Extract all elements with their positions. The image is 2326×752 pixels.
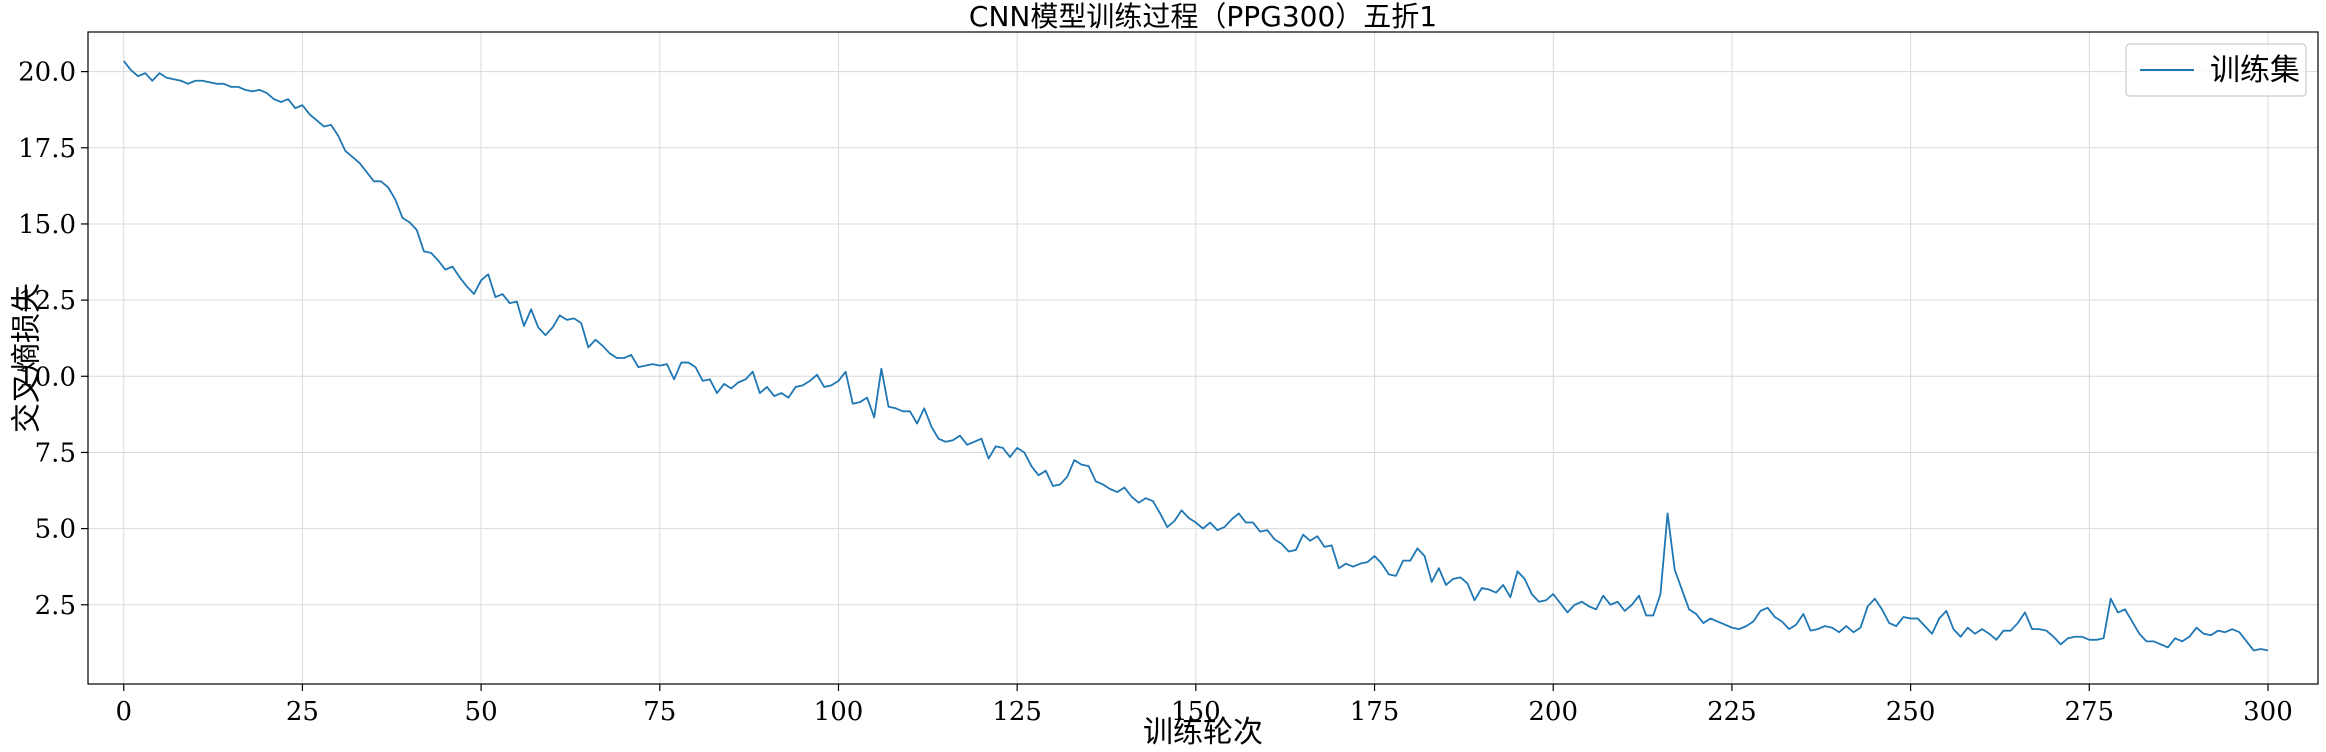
y-tick-label: 17.5 [18, 134, 76, 164]
x-tick-label: 50 [465, 697, 498, 727]
y-tick-label: 5.0 [35, 515, 76, 545]
x-tick-label: 300 [2243, 697, 2293, 727]
x-tick-label: 150 [1171, 697, 1221, 727]
x-tick-label: 225 [1707, 697, 1757, 727]
y-axis-label: 交叉熵损失 [10, 283, 45, 433]
legend: 训练集 [2125, 43, 2307, 97]
plot-frame [87, 31, 2319, 685]
legend-label: 训练集 [2210, 53, 2300, 88]
x-axis-label: 训练轮次 [1143, 715, 1263, 750]
series-layer [123, 60, 2269, 652]
gridlines [88, 32, 2318, 684]
x-tick-label: 100 [814, 697, 864, 727]
x-tick-label: 75 [643, 697, 676, 727]
x-tick-label: 200 [1528, 697, 1578, 727]
x-tick-label: 175 [1350, 697, 1400, 727]
y-tick-label: 2.5 [35, 591, 76, 621]
x-axis-ticks: 0 25 50 75 100 125 150 175 200 225 250 275 300 [115, 684, 2293, 727]
y-tick-label: 10.0 [18, 362, 76, 392]
y-axis-ticks: 2.5 5.0 7.5 10.0 12.5 15.0 17.5 20.0 [18, 58, 88, 621]
y-tick-label: 7.5 [35, 438, 76, 468]
chart-title: CNN模型训练过程（PPG300）五折1 [969, 0, 1437, 33]
y-tick-label: 20.0 [18, 58, 76, 88]
x-tick-label: 0 [115, 697, 132, 727]
legend-box [2125, 43, 2307, 97]
x-tick-label: 125 [992, 697, 1042, 727]
y-tick-label: 15.0 [18, 210, 76, 240]
x-tick-label: 25 [286, 697, 319, 727]
series-line [123, 60, 2269, 652]
y-tick-label: 12.5 [18, 286, 76, 316]
x-tick-label: 250 [1886, 697, 1936, 727]
x-tick-label: 275 [2064, 697, 2114, 727]
